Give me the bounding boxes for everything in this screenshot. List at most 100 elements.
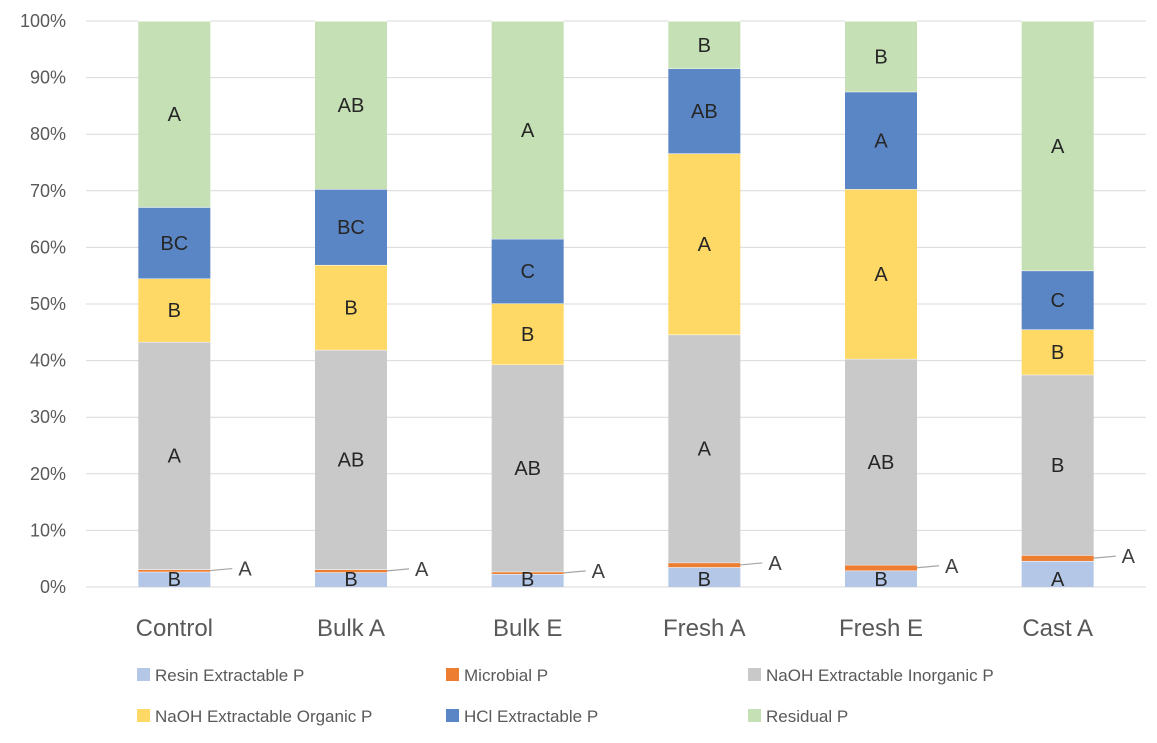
data-label: A <box>1122 546 1136 568</box>
bar-segment <box>491 364 564 572</box>
y-tick-label: 40% <box>30 351 66 371</box>
bar-segment <box>315 349 387 570</box>
x-axis-ticks: Control Bulk A Bulk E Fresh A Fresh E Cast A <box>136 615 1093 642</box>
bar-segment <box>845 91 917 190</box>
x-tick-label: Fresh E <box>839 615 923 642</box>
bar-segment <box>668 562 741 568</box>
gridlines <box>86 20 1146 588</box>
data-label: A <box>521 120 535 142</box>
data-label: B <box>1051 455 1064 477</box>
bar-segment <box>491 238 564 304</box>
legend-swatch <box>137 709 150 722</box>
data-label: A <box>1051 569 1065 591</box>
leader-line <box>916 565 940 569</box>
bar-segment <box>491 573 564 587</box>
bar-segment <box>1021 374 1094 556</box>
data-label: A <box>238 559 252 581</box>
bar-segment <box>1021 21 1094 271</box>
legend-label: Residual P <box>766 707 848 726</box>
y-tick-label: 100% <box>20 11 66 31</box>
data-label: B <box>344 569 357 591</box>
data-label: A <box>1051 136 1065 158</box>
y-tick-label: 0% <box>40 577 66 597</box>
bar-segment <box>668 21 741 69</box>
y-tick-label: 70% <box>30 181 66 201</box>
bar-segment <box>1021 555 1094 561</box>
data-label: BC <box>160 233 188 255</box>
bar-segment <box>845 570 917 587</box>
bar-segment <box>138 571 211 587</box>
bar-segment <box>668 567 741 587</box>
legend-swatch <box>446 668 459 681</box>
bar-segment <box>668 153 741 335</box>
data-label: AB <box>868 452 895 474</box>
data-label: A <box>945 556 959 578</box>
legend-swatch <box>137 668 150 681</box>
bar-segment <box>315 569 387 573</box>
bar-segment <box>491 571 564 574</box>
leader-line <box>740 562 763 566</box>
bar-segment <box>845 21 917 92</box>
bar-segment <box>138 341 211 570</box>
leader-line <box>1093 555 1116 559</box>
y-tick-label: 90% <box>30 68 66 88</box>
bar-segment <box>315 21 387 190</box>
data-label: A <box>698 439 712 461</box>
data-label: AB <box>338 95 365 117</box>
x-tick-label: Cast A <box>1022 615 1093 642</box>
data-label: B <box>698 35 711 57</box>
x-tick-label: Bulk A <box>317 615 385 642</box>
data-label: A <box>415 559 429 581</box>
x-tick-label: Fresh A <box>663 615 746 642</box>
leader-line <box>210 567 233 572</box>
bar-segment <box>845 564 917 571</box>
y-tick-label: 10% <box>30 520 66 540</box>
legend-swatch <box>748 668 761 681</box>
bar-segment <box>845 189 917 359</box>
x-tick-label: Control <box>136 615 213 642</box>
legend-label: NaOH Extractable Organic P <box>155 707 372 726</box>
bar-segment <box>1021 560 1094 587</box>
data-label: A <box>168 104 182 126</box>
data-label: B <box>698 569 711 591</box>
data-label: B <box>1051 342 1064 364</box>
bar-segment <box>668 68 741 154</box>
bar-segment <box>845 358 917 565</box>
x-tick-label: Bulk E <box>493 615 562 642</box>
bar-segment <box>138 278 211 342</box>
bar-segment <box>315 264 387 350</box>
y-tick-label: 60% <box>30 237 66 257</box>
data-label: A <box>698 234 712 256</box>
bar-segment <box>138 569 211 572</box>
data-label: A <box>768 553 782 575</box>
bar-segment <box>138 207 211 279</box>
legend: Resin Extractable P Microbial P NaOH Extra… <box>137 666 994 726</box>
data-label: AB <box>514 458 541 480</box>
y-tick-label: 50% <box>30 294 66 314</box>
bar-segment <box>1021 329 1094 375</box>
bar-segment <box>668 334 741 563</box>
bars <box>138 20 1094 587</box>
data-label: B <box>168 300 181 322</box>
leader-line <box>386 568 410 572</box>
y-tick-label: 30% <box>30 407 66 427</box>
data-label: A <box>874 264 888 286</box>
leader-line <box>563 570 586 574</box>
bar-segment <box>491 21 564 239</box>
data-label: B <box>521 324 534 346</box>
data-label: C <box>1050 290 1064 312</box>
y-tick-label: 20% <box>30 464 66 484</box>
data-label: C <box>520 261 534 283</box>
legend-label: Resin Extractable P <box>155 666 304 685</box>
data-label: AB <box>691 101 718 123</box>
data-label: B <box>521 569 534 591</box>
bar-segment <box>491 303 564 365</box>
data-label: B <box>874 569 887 591</box>
y-axis-ticks: 0% 10% 20% 30% 40% 50% 60% 70% 80% 90% 100% <box>20 11 66 597</box>
legend-label: HCl Extractable P <box>464 707 598 726</box>
data-label: BC <box>337 217 365 239</box>
bar-segment <box>315 572 387 587</box>
